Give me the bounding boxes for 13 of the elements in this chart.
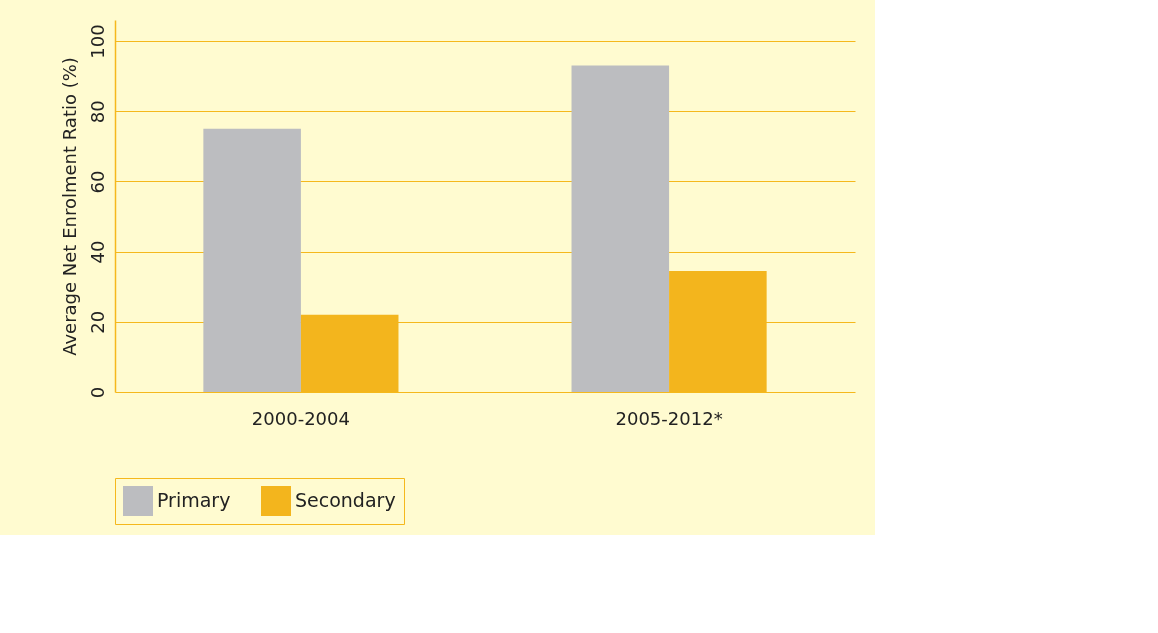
- y-axis-title: Average Net Enrolment Ratio (%): [58, 57, 80, 356]
- y-tick-label: 60: [86, 170, 108, 194]
- y-tick-label: 80: [86, 100, 108, 124]
- y-tick-label: 40: [86, 240, 108, 264]
- bar: [203, 128, 301, 392]
- y-tick-label: 0: [86, 386, 108, 399]
- x-tick-label: 2000-2004: [251, 407, 350, 429]
- y-tick-label: 20: [86, 310, 108, 334]
- legend-label: Primary: [157, 489, 231, 511]
- bar: [571, 65, 670, 392]
- x-tick-label: 2005-2012*: [615, 407, 723, 429]
- legend-label: Secondary: [295, 489, 396, 511]
- y-tick-label: 100: [86, 24, 108, 59]
